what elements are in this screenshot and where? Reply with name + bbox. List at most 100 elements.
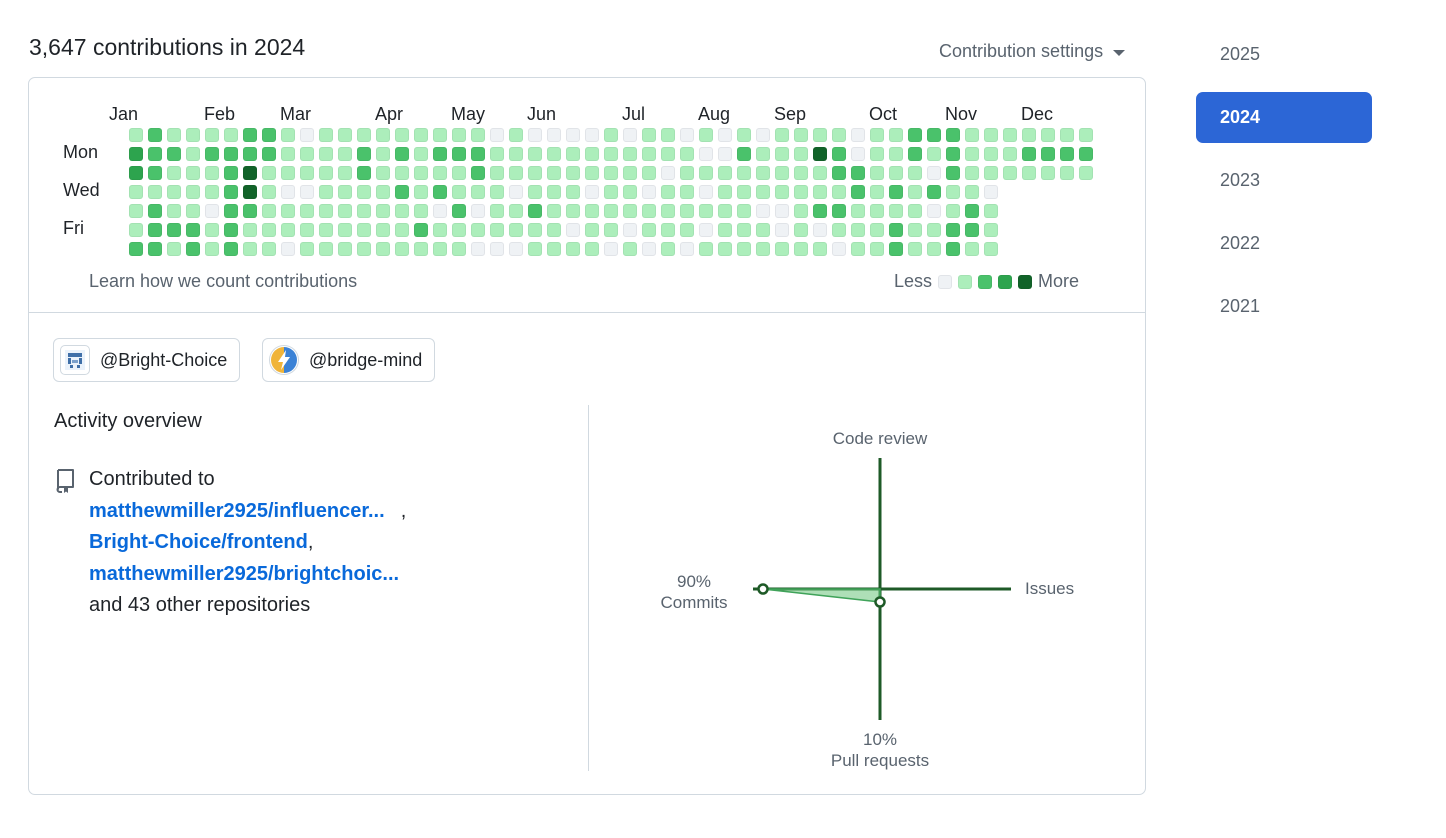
contribution-day-cell[interactable]: [965, 204, 979, 218]
contribution-day-cell[interactable]: [965, 128, 979, 142]
contribution-day-cell[interactable]: [186, 147, 200, 161]
contribution-day-cell[interactable]: [737, 223, 751, 237]
contribution-day-cell[interactable]: [243, 204, 257, 218]
contribution-day-cell[interactable]: [338, 166, 352, 180]
contribution-day-cell[interactable]: [756, 223, 770, 237]
contribution-day-cell[interactable]: [319, 147, 333, 161]
contribution-day-cell[interactable]: [528, 242, 542, 256]
contribution-day-cell[interactable]: [224, 166, 238, 180]
contribution-day-cell[interactable]: [148, 204, 162, 218]
year-link[interactable]: 2025: [1220, 44, 1261, 64]
contribution-day-cell[interactable]: [319, 166, 333, 180]
contribution-day-cell[interactable]: [756, 128, 770, 142]
contribution-day-cell[interactable]: [300, 128, 314, 142]
contribution-day-cell[interactable]: [490, 223, 504, 237]
contribution-day-cell[interactable]: [433, 128, 447, 142]
contribution-day-cell[interactable]: [832, 128, 846, 142]
contribution-day-cell[interactable]: [528, 185, 542, 199]
contribution-day-cell[interactable]: [661, 223, 675, 237]
contribution-day-cell[interactable]: [604, 223, 618, 237]
contribution-day-cell[interactable]: [129, 242, 143, 256]
contribution-day-cell[interactable]: [832, 185, 846, 199]
contribution-day-cell[interactable]: [490, 128, 504, 142]
year-link[interactable]: 2021: [1220, 296, 1261, 316]
contribution-day-cell[interactable]: [167, 223, 181, 237]
contribution-day-cell[interactable]: [775, 128, 789, 142]
contribution-day-cell[interactable]: [908, 147, 922, 161]
contribution-day-cell[interactable]: [490, 185, 504, 199]
contribution-day-cell[interactable]: [395, 147, 409, 161]
contribution-day-cell[interactable]: [946, 242, 960, 256]
contribution-day-cell[interactable]: [946, 147, 960, 161]
contribution-day-cell[interactable]: [243, 242, 257, 256]
contribution-day-cell[interactable]: [908, 166, 922, 180]
contribution-day-cell[interactable]: [528, 147, 542, 161]
contribution-day-cell[interactable]: [262, 204, 276, 218]
contribution-day-cell[interactable]: [167, 242, 181, 256]
contribution-day-cell[interactable]: [186, 166, 200, 180]
contribution-day-cell[interactable]: [395, 204, 409, 218]
contribution-day-cell[interactable]: [718, 204, 732, 218]
contribution-day-cell[interactable]: [376, 223, 390, 237]
contribution-day-cell[interactable]: [718, 242, 732, 256]
contribution-day-cell[interactable]: [623, 204, 637, 218]
contribution-day-cell[interactable]: [737, 147, 751, 161]
contribution-day-cell[interactable]: [528, 204, 542, 218]
contribution-day-cell[interactable]: [433, 185, 447, 199]
contribution-day-cell[interactable]: [281, 166, 295, 180]
contribution-day-cell[interactable]: [509, 166, 523, 180]
contribution-day-cell[interactable]: [357, 223, 371, 237]
contribution-day-cell[interactable]: [1022, 166, 1036, 180]
contribution-day-cell[interactable]: [205, 185, 219, 199]
contribution-day-cell[interactable]: [661, 166, 675, 180]
contribution-day-cell[interactable]: [509, 242, 523, 256]
contribution-day-cell[interactable]: [1041, 128, 1055, 142]
contribution-day-cell[interactable]: [604, 166, 618, 180]
contribution-day-cell[interactable]: [490, 204, 504, 218]
contribution-day-cell[interactable]: [699, 166, 713, 180]
contribution-day-cell[interactable]: [832, 242, 846, 256]
contribution-day-cell[interactable]: [642, 204, 656, 218]
contribution-day-cell[interactable]: [148, 166, 162, 180]
contribution-day-cell[interactable]: [376, 185, 390, 199]
contribution-day-cell[interactable]: [756, 147, 770, 161]
contribution-day-cell[interactable]: [167, 204, 181, 218]
contribution-day-cell[interactable]: [965, 223, 979, 237]
contribution-day-cell[interactable]: [756, 166, 770, 180]
contribution-day-cell[interactable]: [642, 242, 656, 256]
contribution-day-cell[interactable]: [642, 223, 656, 237]
contribution-day-cell[interactable]: [927, 223, 941, 237]
contribution-day-cell[interactable]: [851, 204, 865, 218]
contribution-day-cell[interactable]: [623, 128, 637, 142]
contribution-day-cell[interactable]: [794, 204, 808, 218]
contribution-day-cell[interactable]: [908, 185, 922, 199]
contribution-day-cell[interactable]: [414, 128, 428, 142]
contribution-day-cell[interactable]: [642, 166, 656, 180]
org-filter-bridge-mind[interactable]: @bridge-mind: [262, 338, 436, 382]
contribution-day-cell[interactable]: [338, 242, 352, 256]
contribution-day-cell[interactable]: [1022, 147, 1036, 161]
contribution-day-cell[interactable]: [243, 185, 257, 199]
contribution-day-cell[interactable]: [186, 204, 200, 218]
contribution-day-cell[interactable]: [680, 128, 694, 142]
contribution-day-cell[interactable]: [262, 223, 276, 237]
contribution-day-cell[interactable]: [319, 204, 333, 218]
contribution-day-cell[interactable]: [1022, 128, 1036, 142]
contribution-day-cell[interactable]: [300, 166, 314, 180]
contribution-day-cell[interactable]: [585, 242, 599, 256]
contribution-day-cell[interactable]: [908, 242, 922, 256]
contribution-day-cell[interactable]: [1060, 166, 1074, 180]
contribution-day-cell[interactable]: [433, 242, 447, 256]
contribution-day-cell[interactable]: [509, 147, 523, 161]
contribution-day-cell[interactable]: [737, 242, 751, 256]
contribution-day-cell[interactable]: [718, 166, 732, 180]
repo-link[interactable]: matthewmiller2925/influencer...: [89, 499, 385, 522]
contribution-day-cell[interactable]: [984, 204, 998, 218]
contribution-day-cell[interactable]: [509, 204, 523, 218]
contribution-day-cell[interactable]: [414, 223, 428, 237]
contribution-day-cell[interactable]: [813, 185, 827, 199]
contribution-day-cell[interactable]: [129, 223, 143, 237]
contribution-day-cell[interactable]: [205, 147, 219, 161]
contribution-day-cell[interactable]: [794, 147, 808, 161]
contribution-day-cell[interactable]: [262, 166, 276, 180]
